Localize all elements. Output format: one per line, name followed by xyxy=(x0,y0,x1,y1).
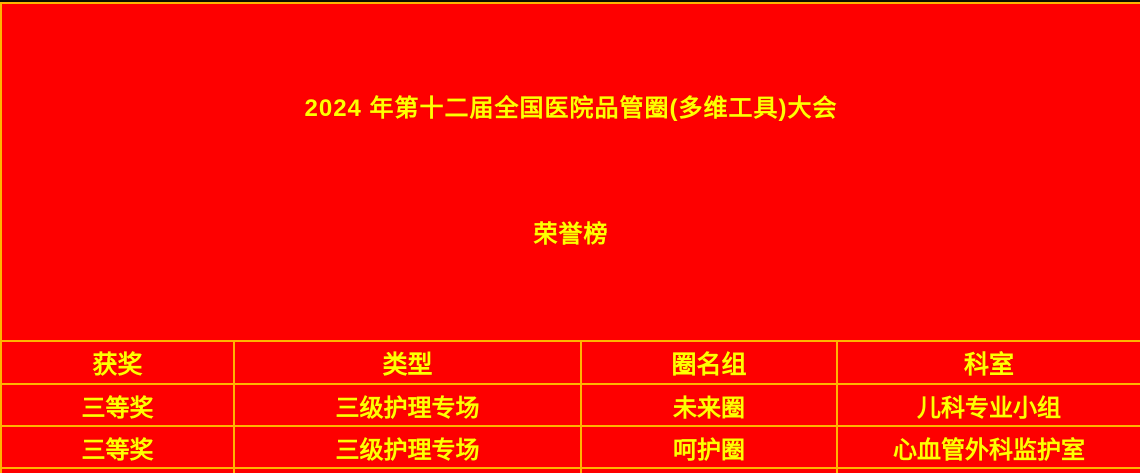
column-header-circle: 圈名组 xyxy=(580,340,838,385)
award-cell: 三等奖 xyxy=(0,383,235,427)
header-row: 获奖 类型 圈名组 科室 xyxy=(0,340,1140,385)
title-cell: 2024 年第十二届全国医院品管圈(多维工具)大会 荣誉榜 xyxy=(0,2,1140,342)
column-header-type: 类型 xyxy=(233,340,582,385)
table-row: 三等奖 三级护理专场 呵护圈 心血管外科监护室 xyxy=(0,425,1140,469)
title-row: 2024 年第十二届全国医院品管圈(多维工具)大会 荣誉榜 xyxy=(0,2,1140,342)
circle-cell: 呵护圈 xyxy=(580,425,838,469)
column-header-award: 获奖 xyxy=(0,340,235,385)
department-cell: 儿童病院 xyxy=(835,467,1140,473)
type-cell: 三级护理专场 xyxy=(233,425,582,469)
circle-cell: 未来圈 xyxy=(580,383,838,427)
table-row: 三等奖 三级护理专场 未来圈 儿科专业小组 xyxy=(0,383,1140,427)
award-cell: 三等奖 xyxy=(0,425,235,469)
column-header-department: 科室 xyxy=(835,340,1140,385)
conference-title: 2024 年第十二届全国医院品管圈(多维工具)大会 xyxy=(304,95,838,122)
department-cell: 心血管外科监护室 xyxy=(835,425,1140,469)
table-row: 三等奖 HFMEA 专场 佑苗圈 儿童病院 xyxy=(0,467,1140,473)
award-cell: 三等奖 xyxy=(0,467,235,473)
honor-roll-subtitle: 荣誉榜 xyxy=(533,221,609,248)
type-cell: HFMEA 专场 xyxy=(233,467,582,473)
department-cell: 儿科专业小组 xyxy=(835,383,1140,427)
circle-cell: 佑苗圈 xyxy=(580,467,838,473)
type-cell: 三级护理专场 xyxy=(233,383,582,427)
